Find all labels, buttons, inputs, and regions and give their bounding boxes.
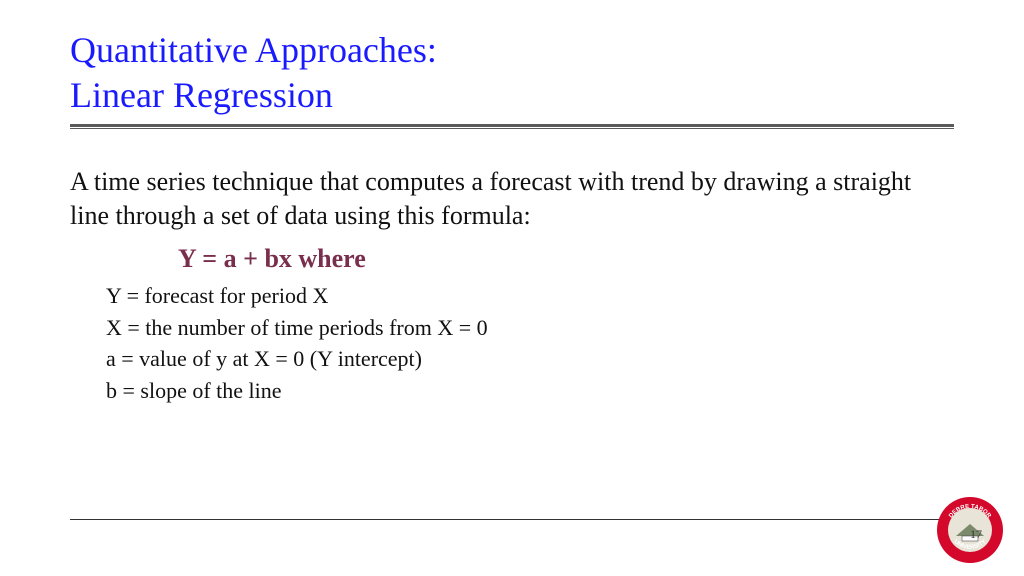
intro-paragraph: A time series technique that computes a … [70, 165, 954, 234]
definition-x: X = the number of time periods from X = … [106, 312, 954, 344]
title-line-1: Quantitative Approaches: [70, 28, 954, 73]
definitions-block: Y = forecast for period X X = the number… [106, 280, 954, 408]
footer-divider [70, 519, 954, 520]
slide: Quantitative Approaches: Linear Regressi… [0, 0, 1024, 576]
definition-y: Y = forecast for period X [106, 280, 954, 312]
title-line-2: Linear Regression [70, 73, 954, 118]
slide-title: Quantitative Approaches: Linear Regressi… [70, 28, 954, 118]
title-divider [70, 124, 954, 129]
page-number: 17 [970, 527, 982, 542]
definition-b: b = slope of the line [106, 375, 954, 407]
definition-a: a = value of y at X = 0 (Y intercept) [106, 343, 954, 375]
formula-line: Y = a + bx where [178, 244, 954, 274]
